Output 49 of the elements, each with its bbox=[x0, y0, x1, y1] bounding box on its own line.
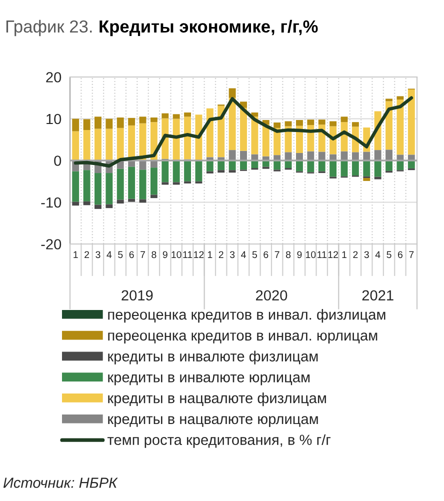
x-tick-label: 8 bbox=[286, 251, 291, 258]
y-tick-label: 0 bbox=[54, 156, 62, 166]
x-tick-label: 9 bbox=[162, 251, 168, 258]
x-tick-label: 1 bbox=[208, 251, 212, 258]
y-tick-label: 10 bbox=[46, 114, 62, 124]
x-tick-label: 8 bbox=[152, 251, 156, 258]
legend-label: темп роста кредитования, в % г/г bbox=[107, 434, 331, 448]
x-tick-label: 9 bbox=[297, 251, 302, 258]
y-tick-label: -20 bbox=[41, 239, 62, 250]
x-tick-label: 2 bbox=[353, 251, 358, 258]
x-tick-label: 6 bbox=[129, 251, 134, 258]
x-tick-label: 1 bbox=[74, 251, 78, 258]
x-tick-label: 4 bbox=[375, 251, 380, 258]
chart-subtitle: Кредиты экономике, г/г,% bbox=[100, 20, 318, 36]
legend-label: кредиты в нацвалюте физлицам bbox=[108, 392, 326, 406]
legend-label: переоценка кредитов в инвал. юрлицам bbox=[108, 332, 378, 344]
legend-label: переоценка кредитов в инвал. физлицам bbox=[108, 309, 386, 323]
x-tick-label: 7 bbox=[409, 251, 414, 258]
x-tick-label: 12 bbox=[328, 251, 338, 258]
x-tick-label: 4 bbox=[241, 251, 246, 258]
x-tick-label: 2 bbox=[218, 251, 224, 258]
chart-title: График 23. bbox=[6, 20, 92, 36]
x-tick-label: 5 bbox=[386, 251, 392, 258]
y-tick-label: 20 bbox=[46, 72, 62, 82]
text: 2020 bbox=[256, 290, 288, 301]
x-tick-label: 4 bbox=[106, 251, 112, 258]
legend-label: кредиты в инвалюте физлицам bbox=[108, 350, 318, 364]
x-tick-label: 11 bbox=[183, 251, 192, 258]
y-tick-label: -10 bbox=[41, 197, 62, 208]
legend-label: кредиты в нацвалюте юрлицам bbox=[108, 416, 318, 428]
text: 2019 bbox=[122, 290, 153, 301]
x-tick-label: 3 bbox=[230, 251, 235, 258]
x-tick-label: 7 bbox=[140, 251, 145, 258]
x-tick-label: 6 bbox=[264, 251, 268, 258]
x-tick-label: 7 bbox=[274, 251, 280, 258]
x-tick-label: 1 bbox=[342, 251, 346, 258]
x-tick-label: 3 bbox=[364, 251, 369, 258]
x-tick-label: 2 bbox=[84, 251, 90, 258]
text: 2021 bbox=[362, 290, 394, 301]
x-tick-label: 3 bbox=[96, 251, 100, 258]
text: Источник: НБРК bbox=[3, 478, 118, 488]
x-tick-label: 10 bbox=[172, 251, 182, 258]
x-tick-label: 5 bbox=[118, 251, 123, 258]
x-tick-label: 10 bbox=[306, 251, 316, 258]
x-tick-label: 12 bbox=[194, 251, 204, 258]
x-tick-label: 5 bbox=[252, 251, 257, 258]
x-tick-label: 11 bbox=[318, 251, 326, 258]
legend-label: кредиты в инвалюте юрлицам bbox=[108, 374, 310, 386]
x-tick-label: 6 bbox=[398, 251, 402, 258]
